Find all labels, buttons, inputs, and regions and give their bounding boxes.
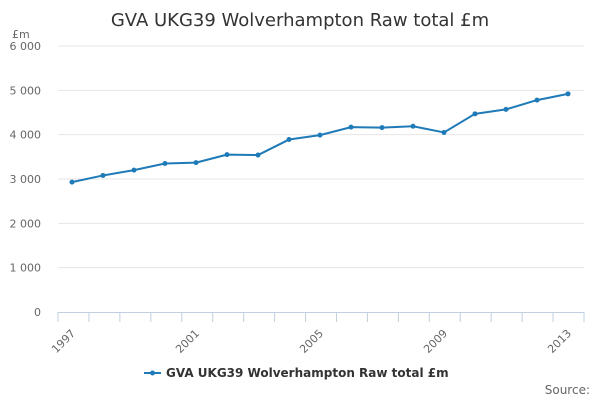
y-tick-label: 1 000 bbox=[10, 262, 42, 275]
legend-point-marker bbox=[150, 370, 155, 376]
x-tick-label: 1997 bbox=[49, 327, 78, 356]
data-point[interactable] bbox=[255, 152, 261, 158]
y-tick-labels: 0 1 000 2 000 3 000 4 000 5 000 6 000 bbox=[10, 40, 42, 319]
legend[interactable]: GVA UKG39 Wolverhampton Raw total £m bbox=[144, 366, 449, 380]
data-point[interactable] bbox=[379, 125, 385, 131]
source-label: Source: bbox=[545, 383, 590, 397]
x-tick-label: 2001 bbox=[173, 327, 202, 356]
data-point[interactable] bbox=[503, 106, 509, 112]
series-line bbox=[71, 92, 569, 184]
gridlines bbox=[58, 45, 584, 269]
data-point[interactable] bbox=[348, 124, 354, 130]
data-point[interactable] bbox=[69, 179, 75, 185]
y-tick-label: 5 000 bbox=[10, 84, 42, 97]
data-point[interactable] bbox=[224, 152, 230, 158]
data-point[interactable] bbox=[472, 111, 478, 117]
chart-title: GVA UKG39 Wolverhampton Raw total £m bbox=[111, 10, 489, 31]
x-tick-label: 2013 bbox=[545, 327, 574, 356]
data-point[interactable] bbox=[317, 132, 323, 138]
data-point[interactable] bbox=[162, 160, 168, 166]
data-point[interactable] bbox=[193, 160, 199, 166]
y-tick-label: 3 000 bbox=[10, 173, 42, 186]
series-group bbox=[69, 91, 571, 185]
y-axis-unit: £m bbox=[12, 28, 30, 41]
data-point[interactable] bbox=[534, 97, 540, 103]
x-tick-label: 2005 bbox=[297, 327, 326, 356]
y-tick-label: 2 000 bbox=[10, 217, 42, 230]
data-point[interactable] bbox=[410, 123, 416, 129]
y-tick-label: 4 000 bbox=[10, 129, 42, 142]
x-tick-label: 2009 bbox=[421, 327, 450, 356]
y-tick-label: 6 000 bbox=[10, 40, 42, 53]
data-point[interactable] bbox=[100, 172, 106, 178]
data-point[interactable] bbox=[286, 137, 292, 143]
data-point[interactable] bbox=[131, 167, 137, 173]
x-axis: 1997 2001 2005 2009 2013 bbox=[49, 312, 585, 356]
data-point[interactable] bbox=[565, 91, 571, 97]
data-point[interactable] bbox=[441, 129, 447, 135]
y-tick-label: 0 bbox=[34, 306, 41, 319]
legend-label: GVA UKG39 Wolverhampton Raw total £m bbox=[166, 366, 449, 380]
